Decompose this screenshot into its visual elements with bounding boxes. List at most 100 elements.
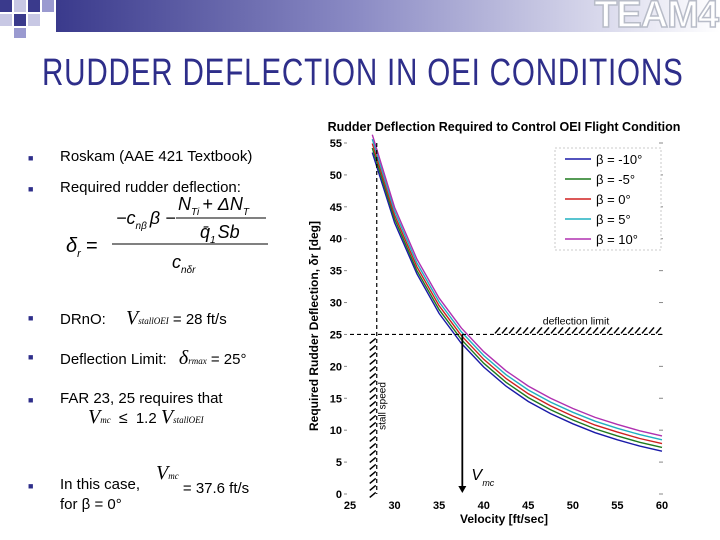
bullet-marker: ■ bbox=[28, 395, 34, 405]
vmc-symbol: V bbox=[88, 406, 101, 428]
stall-hatch bbox=[369, 470, 377, 478]
deflection-formula: δr = −cnβ β − NTi + ΔNT q̄1 Sb cnδr bbox=[66, 194, 268, 276]
banner-square bbox=[28, 0, 40, 12]
limit-hatch bbox=[620, 326, 627, 334]
axis-ticks: 0 5 10 15 20 25 30 35 40 45 50 55 25 30 35 40 45 50 55 60 bbox=[330, 138, 668, 512]
stall-hatch bbox=[369, 407, 377, 415]
formula-num-b: β − bbox=[149, 208, 176, 228]
banner-gradient-bar bbox=[56, 0, 720, 32]
y-tick-label: 45 bbox=[330, 202, 342, 214]
limit-hatch bbox=[536, 326, 543, 334]
stall-hatch bbox=[369, 400, 377, 408]
drno-label: DRnO: bbox=[60, 311, 106, 328]
limit-hatch bbox=[529, 326, 536, 334]
stall-hatch bbox=[369, 449, 377, 457]
x-tick-label: 25 bbox=[344, 500, 356, 512]
series-line bbox=[371, 143, 663, 445]
svg-text:δr: δr bbox=[66, 235, 82, 260]
team-logo: TEAM4 bbox=[593, 0, 719, 37]
limit-hatch bbox=[508, 326, 515, 334]
banner-square bbox=[0, 14, 12, 26]
limit-hatch bbox=[655, 326, 662, 334]
stall-hatch bbox=[369, 358, 377, 366]
limit-hatch bbox=[571, 326, 578, 334]
y-tick-label: 50 bbox=[330, 170, 342, 182]
formula-lhs-sub: r bbox=[77, 248, 82, 260]
svg-text:cnδr: cnδr bbox=[172, 252, 196, 276]
formula-num-a: −c bbox=[116, 208, 136, 228]
chart-title: Rudder Deflection Required to Control OE… bbox=[328, 120, 681, 134]
far-factor: 1.2 bbox=[135, 410, 157, 427]
stall-hatch bbox=[369, 337, 377, 345]
delta-subscript: rmax bbox=[188, 356, 207, 366]
limit-hatch bbox=[515, 326, 522, 334]
y-tick-label: 35 bbox=[330, 266, 342, 278]
banner-square bbox=[14, 14, 26, 26]
banner-square bbox=[14, 28, 26, 38]
limit-hatch bbox=[557, 326, 564, 334]
limit-hatch bbox=[606, 326, 613, 334]
vmc-subscript: mc bbox=[100, 415, 111, 425]
svg-text:NTi+ ΔNT: NTi + ΔNT bbox=[178, 194, 250, 218]
limit-hatch bbox=[494, 326, 501, 334]
banner-square bbox=[0, 0, 12, 12]
stall-hatch bbox=[369, 344, 377, 352]
vstall-symbol: V bbox=[126, 307, 139, 329]
far-inequality: Vmc ≤ 1.2 VstallOEI bbox=[88, 406, 204, 429]
limit-hatch bbox=[501, 326, 508, 334]
reference-lines: deflection limit stall speed V mc bbox=[350, 143, 662, 499]
stall-hatch bbox=[369, 365, 377, 373]
x-tick-label: 50 bbox=[567, 500, 579, 512]
limit-hatch bbox=[641, 326, 648, 334]
series-line bbox=[371, 152, 663, 452]
bullet-marker: ■ bbox=[28, 184, 34, 194]
vstall-subscript: stallOEI bbox=[173, 415, 204, 425]
formula-equals: = bbox=[86, 235, 98, 257]
formula-inner-den: q̄ bbox=[200, 222, 210, 242]
deflection-limit-value: = 25° bbox=[210, 351, 247, 368]
stall-hatch bbox=[369, 491, 377, 499]
header-banner: TEAM4 bbox=[0, 0, 720, 40]
data-series bbox=[371, 134, 663, 452]
stall-hatch bbox=[369, 351, 377, 359]
formula-lhs: δ bbox=[66, 235, 78, 257]
bullet-roskam: Roskam (AAE 421 Textbook) bbox=[60, 148, 253, 165]
formula-inner-num-rest: + ΔN bbox=[202, 194, 244, 214]
legend-label: β = 0° bbox=[596, 192, 631, 207]
y-tick-label: 10 bbox=[330, 425, 342, 437]
banner-square bbox=[28, 14, 40, 26]
bullet-marker: ■ bbox=[28, 153, 34, 163]
series-line bbox=[371, 138, 663, 441]
rudder-deflection-chart: Rudder Deflection Required to Control OE… bbox=[307, 120, 681, 526]
stall-hatch bbox=[369, 456, 377, 464]
legend-label: β = 10° bbox=[596, 232, 638, 247]
y-tick-label: 5 bbox=[336, 457, 342, 469]
chart-legend: β = -10° β = -5° β = 0° β = 5° β = 10° bbox=[554, 147, 662, 251]
formula-inner-den-rest: Sb bbox=[218, 222, 240, 242]
delta-symbol: δ bbox=[178, 347, 189, 369]
bullet-deflection-limit: Deflection Limit: δrmax = 25° bbox=[60, 347, 246, 370]
vstall-symbol: V bbox=[160, 406, 174, 428]
stall-hatch bbox=[369, 372, 377, 380]
stall-hatch bbox=[369, 442, 377, 450]
y-tick-label: 25 bbox=[330, 329, 342, 341]
this-case-label: In this case, bbox=[60, 476, 141, 493]
x-tick-label: 40 bbox=[478, 500, 490, 512]
y-tick-label: 55 bbox=[330, 138, 342, 150]
leq-symbol: ≤ bbox=[118, 410, 128, 427]
y-tick-label: 20 bbox=[330, 361, 342, 373]
legend-label: β = 5° bbox=[596, 212, 631, 227]
stall-hatch bbox=[369, 484, 377, 492]
vmc-result-value: = 37.6 ft/s bbox=[182, 480, 250, 497]
bullet-required-deflection: Required rudder deflection: bbox=[60, 179, 241, 196]
legend-label: β = -5° bbox=[596, 172, 635, 187]
x-tick-label: 35 bbox=[433, 500, 445, 512]
stall-hatch bbox=[369, 428, 377, 436]
svg-text:q̄1Sb: q̄1 Sb bbox=[200, 222, 240, 246]
stall-hatch bbox=[369, 393, 377, 401]
legend-label: β = -10° bbox=[596, 152, 642, 167]
x-tick-label: 55 bbox=[611, 500, 623, 512]
formula-inner-num: N bbox=[178, 194, 192, 214]
deflection-limit-label: Deflection Limit: bbox=[60, 351, 167, 368]
